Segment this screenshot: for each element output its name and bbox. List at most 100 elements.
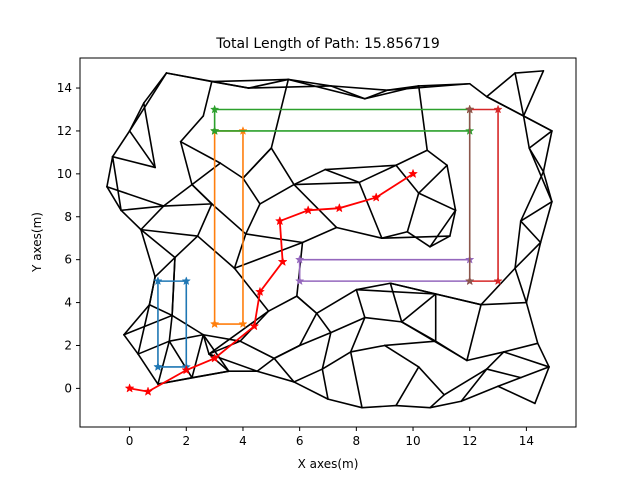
obstacle-blue-marker-4 [153, 362, 163, 371]
network-edge-91 [162, 183, 193, 207]
network-edge-59 [355, 282, 392, 291]
network-edge-180 [128, 130, 156, 169]
network-edge-55 [298, 312, 318, 347]
network-edge-105 [395, 149, 429, 167]
network-edge-95 [154, 256, 176, 278]
network-edge-109 [406, 230, 431, 248]
network-edge-69 [528, 130, 553, 149]
network-edge-123 [245, 233, 304, 244]
path-marker-2 [181, 364, 192, 375]
network-edge-193 [273, 357, 295, 383]
network-edge-54 [315, 312, 332, 334]
x-tick-label-4: 4 [239, 434, 247, 448]
network-edge-48 [383, 340, 437, 347]
obstacle-blue-marker-2 [181, 276, 191, 286]
network-edge-39 [536, 342, 550, 368]
y-tick-label-0: 0 [64, 381, 72, 395]
network-edge-111 [449, 209, 457, 237]
network-edge-160 [383, 344, 420, 368]
obstacle-purple-marker-2 [294, 254, 305, 264]
network-edge-171 [389, 282, 482, 306]
network-edge-37 [497, 376, 522, 388]
network-edge-125 [293, 181, 360, 186]
network-edge-114 [335, 226, 383, 240]
network-edge-108 [406, 192, 420, 233]
x-tick-label-10: 10 [405, 434, 420, 448]
network-edge-65 [519, 220, 542, 244]
network-edge-42 [525, 301, 539, 345]
network-edge-31 [395, 366, 420, 407]
y-tick-label-4: 4 [64, 296, 72, 310]
network-edge-28 [361, 404, 397, 409]
network-edge-142 [111, 155, 156, 169]
network-edge-9 [137, 340, 171, 355]
network-edge-115 [301, 226, 338, 244]
x-ticks: 0 2 4 6 8 10 12 14 [126, 427, 534, 448]
network-edge-172 [480, 267, 516, 306]
chart-title: Total Length of Path: 15.856719 [215, 36, 439, 52]
network-edge-187 [324, 164, 397, 171]
network-edge-120 [208, 310, 270, 355]
network-edge-189 [417, 85, 429, 152]
network-edge-98 [245, 203, 261, 235]
network-edge-62 [480, 301, 528, 306]
network-edge-46 [466, 303, 482, 362]
network-edge-88 [106, 185, 122, 212]
network-edge-2 [157, 340, 171, 385]
network-edge-6 [202, 333, 230, 373]
network-edge-167 [400, 321, 468, 362]
y-tick-label-2: 2 [64, 338, 72, 352]
network-edge-24 [293, 381, 329, 400]
network-edge-137 [364, 85, 420, 100]
network-edge-110 [429, 235, 451, 248]
network-edge-135 [522, 115, 531, 149]
network-edge-152 [219, 162, 244, 179]
network-edge-191 [293, 183, 338, 229]
network-edge-99 [242, 177, 261, 205]
network-edge-154 [196, 235, 236, 270]
network-edge-158 [321, 351, 352, 370]
network-edge-128 [429, 209, 457, 248]
network-edge-87 [106, 155, 114, 188]
network-edge-156 [296, 295, 318, 315]
network-edge-29 [349, 351, 363, 409]
network-edge-96 [148, 276, 156, 306]
x-tick-label-6: 6 [296, 434, 304, 448]
network-edge-1 [137, 353, 159, 385]
network-edge-145 [140, 228, 199, 237]
network-edge-66 [519, 200, 553, 222]
network-edge-166 [137, 303, 151, 355]
network-edge-159 [349, 344, 386, 353]
network-edge-169 [349, 316, 366, 353]
network-edge-26 [327, 398, 363, 409]
obstacle-purple-marker-1 [294, 276, 305, 286]
obstacle-red-marker-1 [493, 104, 503, 114]
network-edge-43 [466, 351, 505, 362]
network-edge-22 [256, 370, 295, 383]
network-edge-177 [330, 85, 389, 91]
network-edge-127 [446, 164, 457, 212]
path-marker-11 [408, 168, 418, 179]
network-edge-34 [460, 385, 499, 403]
network-edge-117 [267, 295, 298, 312]
network-edge-150 [179, 115, 205, 143]
network-edge-51 [330, 316, 366, 334]
axes-frame [79, 57, 577, 428]
network-edge-81 [247, 78, 290, 89]
network-edge-141 [142, 102, 156, 169]
network-edge-64 [514, 241, 542, 270]
network-edge-129 [400, 293, 437, 323]
network-edge-72 [514, 72, 525, 117]
network-edge-10 [123, 333, 139, 355]
y-tick-label-12: 12 [57, 124, 72, 138]
shortest-path [124, 168, 418, 396]
network-edge-149 [179, 140, 222, 164]
network-edge-35 [460, 368, 488, 403]
path-marker-6 [277, 256, 288, 267]
network-edge-165 [157, 370, 230, 385]
network-edge-124 [259, 183, 295, 205]
network-edge-36 [497, 385, 536, 405]
network-edge-27 [321, 368, 329, 400]
network-edge-90 [140, 205, 165, 231]
